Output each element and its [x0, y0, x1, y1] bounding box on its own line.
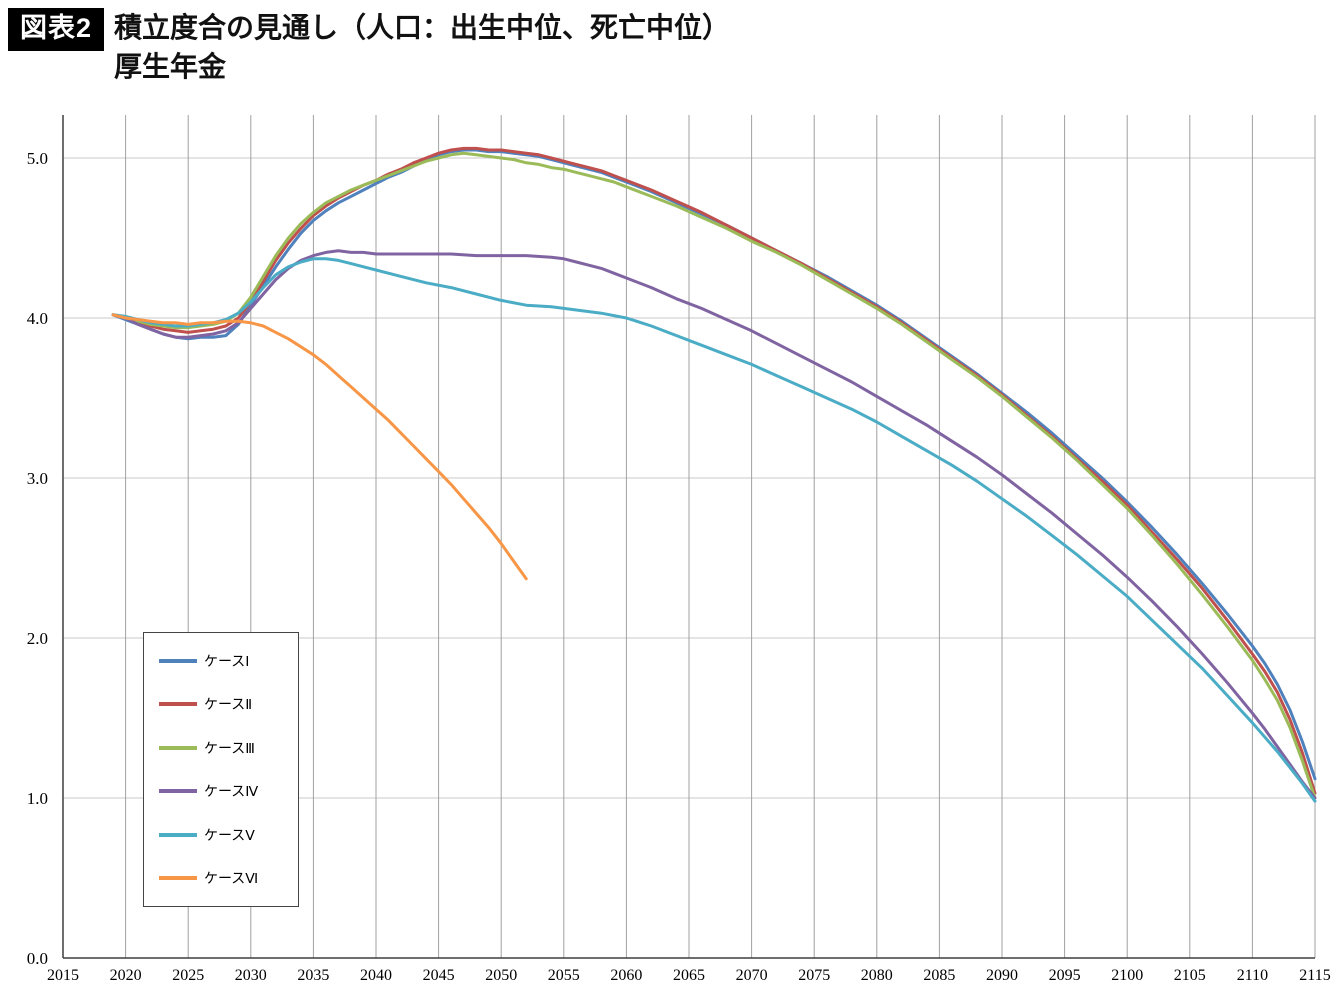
chart-svg: 0.0 1.0 2.0 3.0 4.0 5.0 2015 2020 2025 2030 2035 20…	[27, 115, 1331, 984]
legend-item-3: ケースⅢ	[144, 738, 298, 758]
x-tick-label: 2015	[47, 967, 79, 984]
x-tick-label: 2080	[861, 967, 893, 984]
y-tick-label: 5.0	[27, 149, 48, 168]
legend-label-2: ケースⅡ	[204, 696, 253, 713]
x-tick-label: 2040	[360, 967, 392, 984]
chart-area: 0.0 1.0 2.0 3.0 4.0 5.0 2015 2020 2025 2030 2035 20…	[0, 94, 1340, 994]
x-tick-label: 2060	[610, 967, 642, 984]
legend-item-6: ケースⅥ	[144, 868, 298, 888]
x-tick-label: 2110	[1237, 967, 1268, 984]
chart-subtitle: 厚生年金	[114, 51, 227, 83]
x-tick-label: 2055	[548, 967, 580, 984]
series-line-case-3	[111, 151, 1317, 800]
y-tick-label: 3.0	[27, 469, 48, 488]
x-tick-label: 2100	[1111, 967, 1143, 984]
y-tick-label: 2.0	[27, 629, 48, 648]
x-tick-label: 2105	[1174, 967, 1206, 984]
legend-swatch-2	[159, 702, 197, 707]
legend-item-1: ケースⅠ	[144, 651, 298, 671]
x-tick-label: 2020	[110, 967, 142, 984]
legend: ケースⅠ ケースⅡ ケースⅢ ケースⅣ ケースⅤ ケースⅥ	[143, 632, 299, 907]
figure-label-badge: 図表2	[8, 8, 105, 51]
legend-item-4: ケースⅣ	[144, 781, 298, 801]
chart-title: 積立度合の見通し（人口：出生中位、死亡中位）	[114, 12, 731, 43]
x-tick-label: 2095	[1049, 967, 1081, 984]
legend-item-2: ケースⅡ	[144, 694, 298, 714]
y-tick-label: 0.0	[27, 949, 48, 968]
x-tick-label: 2030	[235, 967, 267, 984]
y-tick-label: 1.0	[27, 789, 48, 808]
series-line-case-5	[111, 257, 1317, 803]
legend-label-3: ケースⅢ	[204, 739, 255, 756]
legend-swatch-1	[159, 658, 197, 663]
legend-label-4: ケースⅣ	[204, 783, 259, 800]
legend-swatch-5	[159, 832, 197, 837]
x-tick-label: 2035	[297, 967, 329, 984]
legend-label-6: ケースⅥ	[204, 870, 259, 887]
legend-swatch-6	[159, 876, 197, 881]
x-tick-label: 2050	[485, 967, 517, 984]
legend-item-5: ケースⅤ	[144, 825, 298, 845]
x-tick-label: 2045	[423, 967, 455, 984]
legend-label-1: ケースⅠ	[204, 652, 250, 669]
legend-swatch-4	[159, 789, 197, 794]
legend-label-5: ケースⅤ	[204, 826, 255, 843]
y-tick-label: 4.0	[27, 309, 48, 328]
x-tick-label: 2085	[923, 967, 955, 984]
x-tick-label: 2025	[172, 967, 204, 984]
x-tick-label: 2115	[1299, 967, 1330, 984]
x-tick-label: 2070	[736, 967, 768, 984]
x-tick-label: 2075	[798, 967, 830, 984]
legend-swatch-3	[159, 745, 197, 750]
x-tick-label: 2065	[673, 967, 705, 984]
chart-header: 図表2 積立度合の見通し（人口：出生中位、死亡中位） 厚生年金	[8, 8, 730, 86]
series-line-case-6	[111, 313, 528, 581]
series-line-case-4	[111, 249, 1317, 800]
title-block: 積立度合の見通し（人口：出生中位、死亡中位） 厚生年金	[114, 8, 730, 86]
x-tick-label: 2090	[986, 967, 1018, 984]
